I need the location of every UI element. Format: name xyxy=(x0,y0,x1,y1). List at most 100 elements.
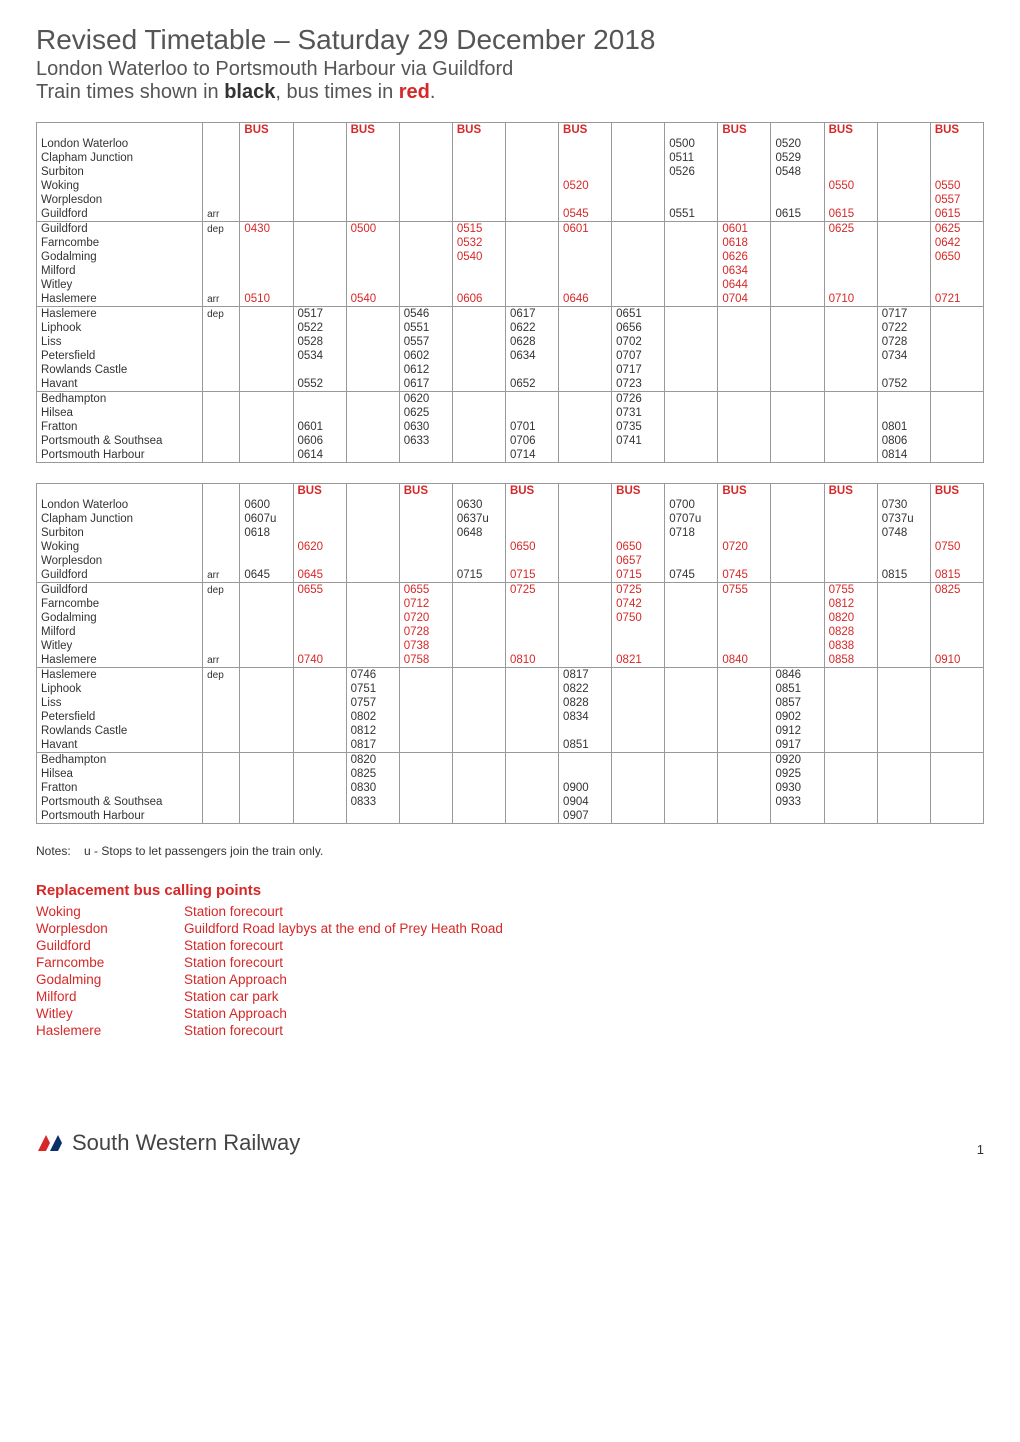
time-cell: 0830 xyxy=(346,781,399,795)
column-header xyxy=(612,123,665,138)
arr-dep-label xyxy=(203,554,240,568)
time-cell xyxy=(771,597,824,611)
time-cell xyxy=(293,696,346,710)
time-cell: 0620 xyxy=(399,392,452,407)
time-cell xyxy=(824,250,877,264)
time-cell: 0655 xyxy=(293,583,346,598)
time-cell xyxy=(452,583,505,598)
time-cell xyxy=(293,512,346,526)
time-cell xyxy=(771,278,824,292)
time-cell xyxy=(665,795,718,809)
time-cell: 0500 xyxy=(346,222,399,237)
time-cell xyxy=(505,738,558,753)
time-cell: 0645 xyxy=(293,568,346,583)
time-cell: 0715 xyxy=(452,568,505,583)
time-cell xyxy=(665,349,718,363)
station-name: Rowlands Castle xyxy=(37,363,203,377)
time-cell: 0912 xyxy=(771,724,824,738)
time-cell xyxy=(399,526,452,540)
time-cell xyxy=(824,710,877,724)
time-cell xyxy=(240,420,293,434)
time-cell: 0520 xyxy=(559,179,612,193)
time-cell xyxy=(718,526,771,540)
time-cell xyxy=(824,448,877,463)
time-cell: 0722 xyxy=(877,321,930,335)
time-cell xyxy=(240,151,293,165)
time-cell xyxy=(718,321,771,335)
time-cell xyxy=(240,207,293,222)
time-cell xyxy=(877,363,930,377)
time-cell: 0630 xyxy=(452,498,505,512)
notes-u: u - Stops to let passengers join the tra… xyxy=(84,844,323,858)
time-cell xyxy=(771,236,824,250)
time-cell xyxy=(877,668,930,683)
legend-mid: , bus times in xyxy=(275,81,398,103)
time-cell xyxy=(665,583,718,598)
time-cell xyxy=(771,420,824,434)
time-cell xyxy=(824,434,877,448)
time-cell xyxy=(665,434,718,448)
arr-dep-label xyxy=(203,264,240,278)
time-cell xyxy=(505,795,558,809)
time-cell xyxy=(930,724,983,738)
time-cell xyxy=(665,278,718,292)
time-cell xyxy=(240,795,293,809)
time-cell: 0650 xyxy=(505,540,558,554)
time-cell xyxy=(930,335,983,349)
time-cell xyxy=(612,696,665,710)
time-cell xyxy=(877,264,930,278)
time-cell xyxy=(718,639,771,653)
time-cell xyxy=(346,540,399,554)
station-name: Haslemere xyxy=(37,653,203,668)
time-cell xyxy=(346,250,399,264)
time-cell xyxy=(452,653,505,668)
arr-dep-label xyxy=(203,540,240,554)
time-cell xyxy=(559,540,612,554)
time-cell xyxy=(559,625,612,639)
time-cell xyxy=(399,498,452,512)
time-cell xyxy=(452,392,505,407)
header-station-blank xyxy=(37,123,203,138)
time-cell xyxy=(559,165,612,179)
time-cell xyxy=(346,526,399,540)
time-cell: 0557 xyxy=(930,193,983,207)
time-cell: 0750 xyxy=(612,611,665,625)
station-name: Worplesdon xyxy=(37,193,203,207)
column-header: BUS xyxy=(824,484,877,499)
time-cell: 0750 xyxy=(930,540,983,554)
time-cell xyxy=(293,682,346,696)
time-cell: 0606 xyxy=(293,434,346,448)
time-cell: 0634 xyxy=(505,349,558,363)
station-name: Fratton xyxy=(37,781,203,795)
arr-dep-label xyxy=(203,349,240,363)
time-cell xyxy=(346,335,399,349)
time-cell xyxy=(293,738,346,753)
time-cell xyxy=(930,363,983,377)
column-header xyxy=(505,123,558,138)
time-cell xyxy=(824,420,877,434)
station-name: Portsmouth Harbour xyxy=(37,448,203,463)
time-cell xyxy=(665,597,718,611)
time-cell xyxy=(824,151,877,165)
time-cell: 0625 xyxy=(930,222,983,237)
time-cell: 0846 xyxy=(771,668,824,683)
station-name: Liss xyxy=(37,335,203,349)
time-cell: 0925 xyxy=(771,767,824,781)
time-cell xyxy=(346,554,399,568)
time-cell: 0820 xyxy=(346,753,399,768)
time-cell xyxy=(877,583,930,598)
column-header xyxy=(665,123,718,138)
time-cell xyxy=(612,710,665,724)
time-cell: 0650 xyxy=(612,540,665,554)
time-cell xyxy=(665,307,718,322)
time-cell xyxy=(665,236,718,250)
time-cell xyxy=(771,349,824,363)
time-cell xyxy=(559,335,612,349)
time-cell xyxy=(293,668,346,683)
time-cell: 0612 xyxy=(399,363,452,377)
time-cell xyxy=(505,363,558,377)
time-cell xyxy=(771,377,824,392)
time-cell xyxy=(718,597,771,611)
time-cell xyxy=(346,583,399,598)
arr-dep-label xyxy=(203,625,240,639)
